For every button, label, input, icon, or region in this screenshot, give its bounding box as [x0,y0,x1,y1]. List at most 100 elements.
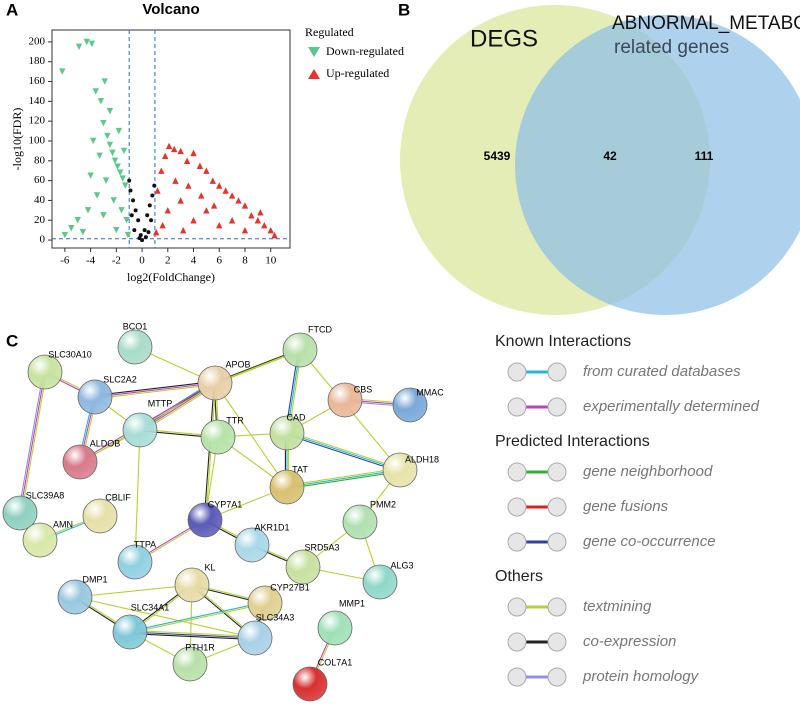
network-edge [286,433,400,473]
x-axis-label: log2(FoldChange) [127,270,215,284]
node-label: AKR1D1 [254,522,289,532]
node-label: FTCD [308,324,332,334]
network-edge [129,633,255,641]
legend-label: from curated databases [583,363,741,380]
venn-set-label: DEGS [470,25,538,52]
point [149,218,154,223]
x-tick-label: -4 [86,255,96,267]
point [120,147,128,155]
panel-label: B [398,0,410,19]
node-label: CYP27B1 [270,582,310,592]
point [235,197,242,204]
network-node [112,614,148,650]
venn-count: 42 [603,149,617,163]
legend-group-title: Predicted Interactions [495,433,650,450]
point [79,228,87,236]
point [111,157,119,164]
node-label: ALG3 [390,560,413,570]
legend-label: gene co-occurrence [583,533,716,550]
network-edge [74,584,193,598]
node-label: COL7A1 [318,657,353,667]
network-edge [286,432,401,471]
node-label: TTPA [134,539,156,549]
network-node [247,585,283,621]
node-label: CYP7A1 [208,499,243,509]
node-label: SLC39A8 [26,490,65,500]
x-tick-label: 0 [139,255,145,267]
network-node [292,666,328,702]
network-node [197,365,233,401]
network-edge [19,371,46,514]
point [257,209,264,216]
point [254,217,262,224]
venn-count: 111 [695,149,714,163]
y-tick-label: 180 [29,55,46,67]
point [261,222,268,229]
network-node [27,354,63,390]
y-tick-label: 40 [34,194,46,206]
point [113,226,120,234]
point [115,127,123,135]
point [100,212,107,219]
point [106,141,114,149]
point [143,235,148,240]
x-tick-label: 4 [191,255,197,267]
network-node [317,610,353,646]
venn-set-label: related genes [614,37,729,58]
legend-node [547,632,567,652]
legend-marker [308,69,320,79]
x-tick-label: 8 [242,255,248,267]
node-label: TAT [292,464,308,474]
node-label: SLC30A10 [48,349,92,359]
network-node [269,469,305,505]
point [190,217,197,224]
network-edge [134,429,141,563]
legend-node [507,397,527,417]
legend-node [507,667,527,687]
point [271,231,278,239]
network-node [122,412,158,448]
network-node [234,527,270,563]
point [136,218,141,223]
point [165,142,173,150]
legend-label: textmining [583,598,652,615]
network-node [77,379,113,415]
node-label: AMN [53,519,73,529]
point [153,228,160,236]
network-edge [286,467,400,486]
point [222,187,229,194]
network-node [174,567,210,603]
legend-node [547,397,567,417]
point [104,132,111,140]
point [209,177,217,184]
network-edge [74,596,256,639]
network-node [2,495,38,531]
point [68,224,75,232]
legend-label: Up-regulated [326,66,389,80]
venn-count: 5439 [484,149,511,163]
legend-node [547,667,567,687]
y-tick-label: 160 [29,75,46,87]
network-edge [129,631,256,639]
network-edge [94,382,216,398]
network-node [237,620,273,656]
point [101,78,108,85]
point [123,217,130,224]
x-tick-label: 10 [265,255,277,267]
legend-marker [308,47,320,57]
node-label: SLC2A2 [103,374,137,384]
point [147,203,152,208]
legend-node [547,462,567,482]
point [203,207,210,214]
node-label: CAD [286,412,306,422]
y-tick-label: 200 [29,35,46,47]
node-label: PTH1R [185,642,215,652]
network-node [200,419,236,455]
point [146,230,151,235]
point [190,149,197,157]
point [92,88,99,95]
chart-title: Volcano [142,1,199,18]
network-node [187,502,223,538]
y-tick-label: 140 [29,95,46,107]
